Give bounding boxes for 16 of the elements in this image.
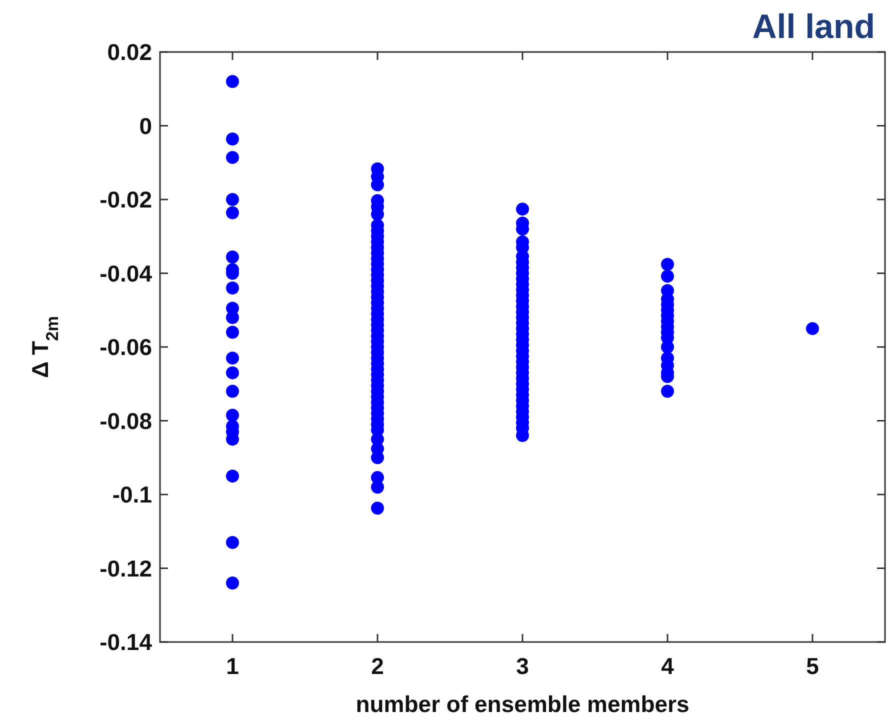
x-tick-label: 2 bbox=[371, 653, 384, 679]
y-tick-label: 0.02 bbox=[107, 39, 152, 66]
x-tick-label: 1 bbox=[226, 653, 240, 679]
y-tick-label: 0 bbox=[139, 112, 152, 139]
y-tick-label: -0.1 bbox=[112, 482, 152, 508]
y-tick-label: -0.04 bbox=[100, 260, 152, 286]
y-tick-label: -0.06 bbox=[100, 334, 152, 360]
x-tick-label: 3 bbox=[516, 653, 529, 679]
x-tick-label: 4 bbox=[661, 653, 674, 679]
x-tick-label: 5 bbox=[806, 653, 820, 679]
y-tick-label: -0.14 bbox=[100, 629, 152, 656]
chart-title: All land bbox=[752, 8, 875, 46]
y-tick-label: -0.08 bbox=[100, 408, 152, 434]
y-tick-label: -0.02 bbox=[100, 186, 152, 213]
x-axis-title: number of ensemble members bbox=[356, 691, 690, 717]
y-tick-label: -0.12 bbox=[100, 555, 152, 582]
